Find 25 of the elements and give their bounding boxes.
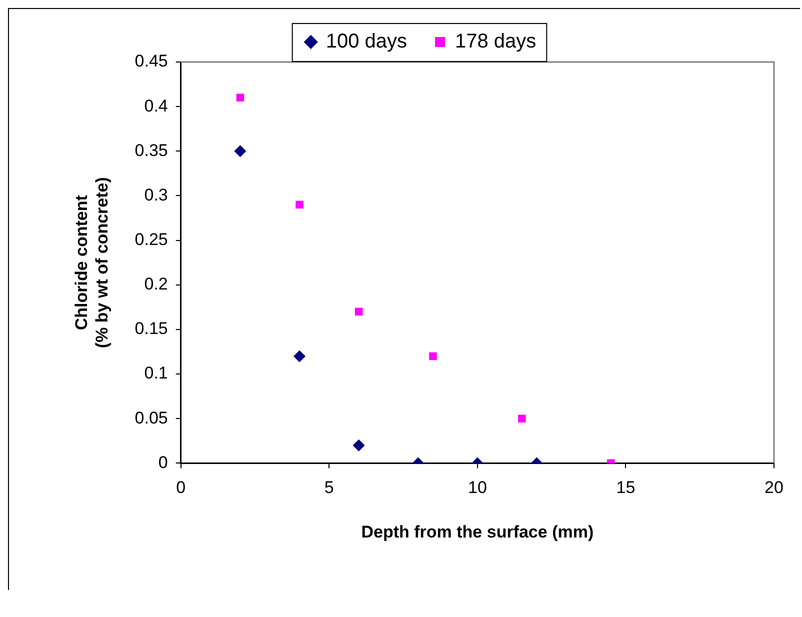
y-tick-label: 0.15 [134, 319, 168, 338]
legend-label: 100 days [326, 30, 407, 53]
legend-label: 178 days [455, 30, 536, 53]
point [354, 308, 363, 316]
point [296, 200, 304, 209]
x-tick-label: 15 [616, 478, 636, 498]
y-tick-label: 0.05 [134, 408, 168, 428]
x-tick-label: 10 [468, 478, 487, 498]
point [236, 94, 244, 102]
x-tick-label: 0 [176, 478, 186, 498]
y-tick-label: 0.3 [144, 185, 168, 204]
y-tick-label: 0.25 [134, 230, 168, 249]
point [234, 145, 246, 158]
x-tick-label: 20 [764, 478, 784, 498]
y-tick-label: 0.45 [134, 52, 168, 71]
y-tick-label: 0.4 [144, 96, 168, 116]
x-axis-title: Depth from the surface (mm) [361, 522, 594, 542]
point [294, 350, 306, 362]
y-tick-label: 0 [158, 452, 168, 472]
x-tick-label: 5 [324, 478, 334, 498]
point [429, 352, 437, 360]
y-axis-title: Chloride content (% by wt of concrete) [72, 177, 112, 348]
y-tick-label: 0.35 [134, 140, 168, 160]
y-tick-label: 0.1 [144, 364, 168, 383]
y-tick-label: 0.2 [144, 274, 168, 294]
